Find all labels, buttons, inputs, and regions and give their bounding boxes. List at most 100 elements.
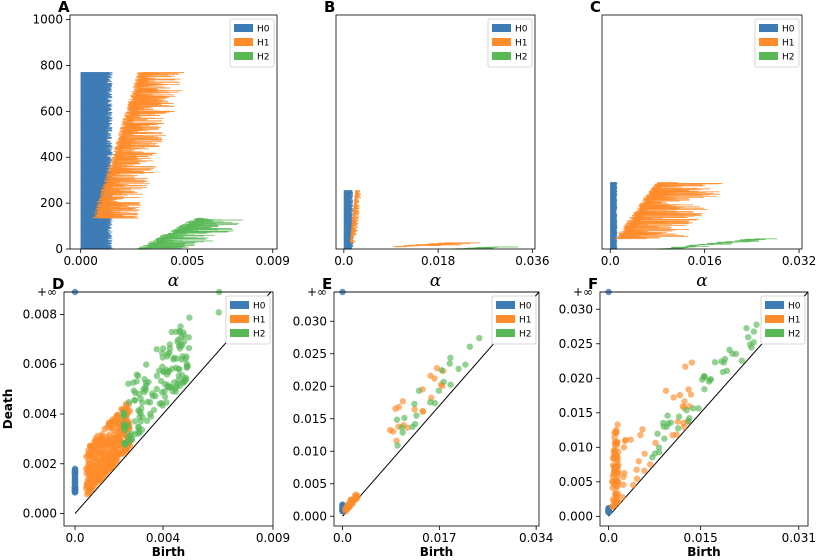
point-h1 [681,398,688,405]
x-tick-label: 0.016 [687,254,721,268]
point-h2 [176,327,183,335]
y-tick-label: 0.005 [559,475,593,489]
panel-letter: C [590,0,601,16]
point-h2 [411,420,419,428]
point-h2 [131,431,139,438]
point-h2 [120,439,128,447]
point-h1 [399,398,407,405]
point-h1 [620,444,628,451]
point-h1 [105,465,112,472]
point-h2 [156,400,163,407]
point-h2 [142,379,150,386]
point-h1 [611,501,618,509]
legend: H0 H1 H2 [491,295,537,345]
legend-label-h0: H0 [782,25,795,35]
x-axis-label: Birth [687,545,720,559]
point-h2 [476,334,483,342]
legend-label-h0: H0 [519,302,532,312]
point-h1 [112,446,119,454]
point-h1 [613,493,621,501]
point-h1 [90,467,97,475]
barcode-bars [343,190,518,250]
point-h2 [462,361,469,368]
point-h1 [94,432,101,440]
point-h2 [173,355,180,362]
point-h1 [395,403,403,411]
point-h1 [619,493,626,501]
y-tick-label: 0.005 [293,477,327,491]
point-h1 [688,359,695,366]
x-axis-label: Birth [152,545,185,559]
point-h2 [158,389,166,396]
point-h2 [398,424,406,431]
x-axis-label: Birth [420,545,453,559]
point-h2 [131,418,139,425]
point-h2 [399,429,406,436]
point-h1 [630,481,637,489]
y-tick-label: 0.015 [559,406,593,420]
x-tick-label: 0.005 [170,254,204,268]
point-h1 [627,436,634,443]
x-tick-label: 0.004 [146,531,180,545]
point-h1 [614,421,621,428]
x-tick-label: 0.000 [63,254,97,268]
point-h2 [186,314,193,321]
legend-swatch-h2 [230,329,249,337]
y-tick-label: 0 [55,242,63,256]
point-h2 [140,389,148,396]
point-h2 [438,367,445,374]
point-h2 [172,385,179,392]
x-tick-label: 0.0 [334,254,353,268]
point-h2 [394,442,401,449]
legend-label-h2: H2 [253,330,266,340]
point-h2 [183,360,190,367]
legend-label-h2: H2 [519,330,532,340]
legend-label-h2: H2 [788,330,801,340]
point-h2 [153,345,160,353]
x-tick-label: 0.036 [515,254,549,268]
point-h2 [711,359,719,366]
point-h1 [105,431,113,439]
point-h2 [726,346,733,354]
point-h2 [152,392,159,400]
point-h2 [427,399,434,406]
point-h2 [660,423,667,430]
point-h1 [652,439,659,447]
point-h2 [700,372,708,380]
point-h2 [447,381,454,388]
point-h2 [654,430,661,437]
axes-frame [69,14,278,250]
y-tick-label: 0.008 [23,307,57,321]
legend-label-h1: H1 [519,316,532,326]
legend-swatch-h2 [759,52,778,60]
point-h1 [118,432,125,440]
point-h1 [110,435,118,443]
point-h2 [732,350,740,358]
point-h2 [674,425,682,432]
point-h1 [419,408,426,415]
legend: H0 H1 H2 [487,18,533,68]
panel-e: E+∞ 0.0 0.017 0.034 0.000 0.005 0.010 0.015 0.02… [293,275,554,559]
point-h1 [86,442,94,450]
point-h1 [87,482,94,489]
point-h2 [166,384,173,391]
x-axis-label: α [430,271,442,291]
legend-label-h2: H2 [257,53,270,63]
legend-swatch-h0 [759,24,778,32]
point-h1 [94,456,101,463]
point-h1 [676,391,684,399]
point-h2 [413,412,420,419]
legend-label-h1: H1 [253,316,266,326]
legend-label-h1: H1 [782,39,795,49]
point-h2 [163,399,170,406]
legend-label-h2: H2 [782,53,795,63]
point-h2 [153,372,161,380]
scatter-points [71,288,223,498]
point-h2 [137,395,144,402]
point-h2 [128,435,135,443]
point-h1 [613,441,621,448]
x-tick-label: 0.0 [65,531,84,545]
point-h1 [91,439,99,446]
point-h2 [133,378,140,385]
y-tick-label: 600 [40,104,63,118]
